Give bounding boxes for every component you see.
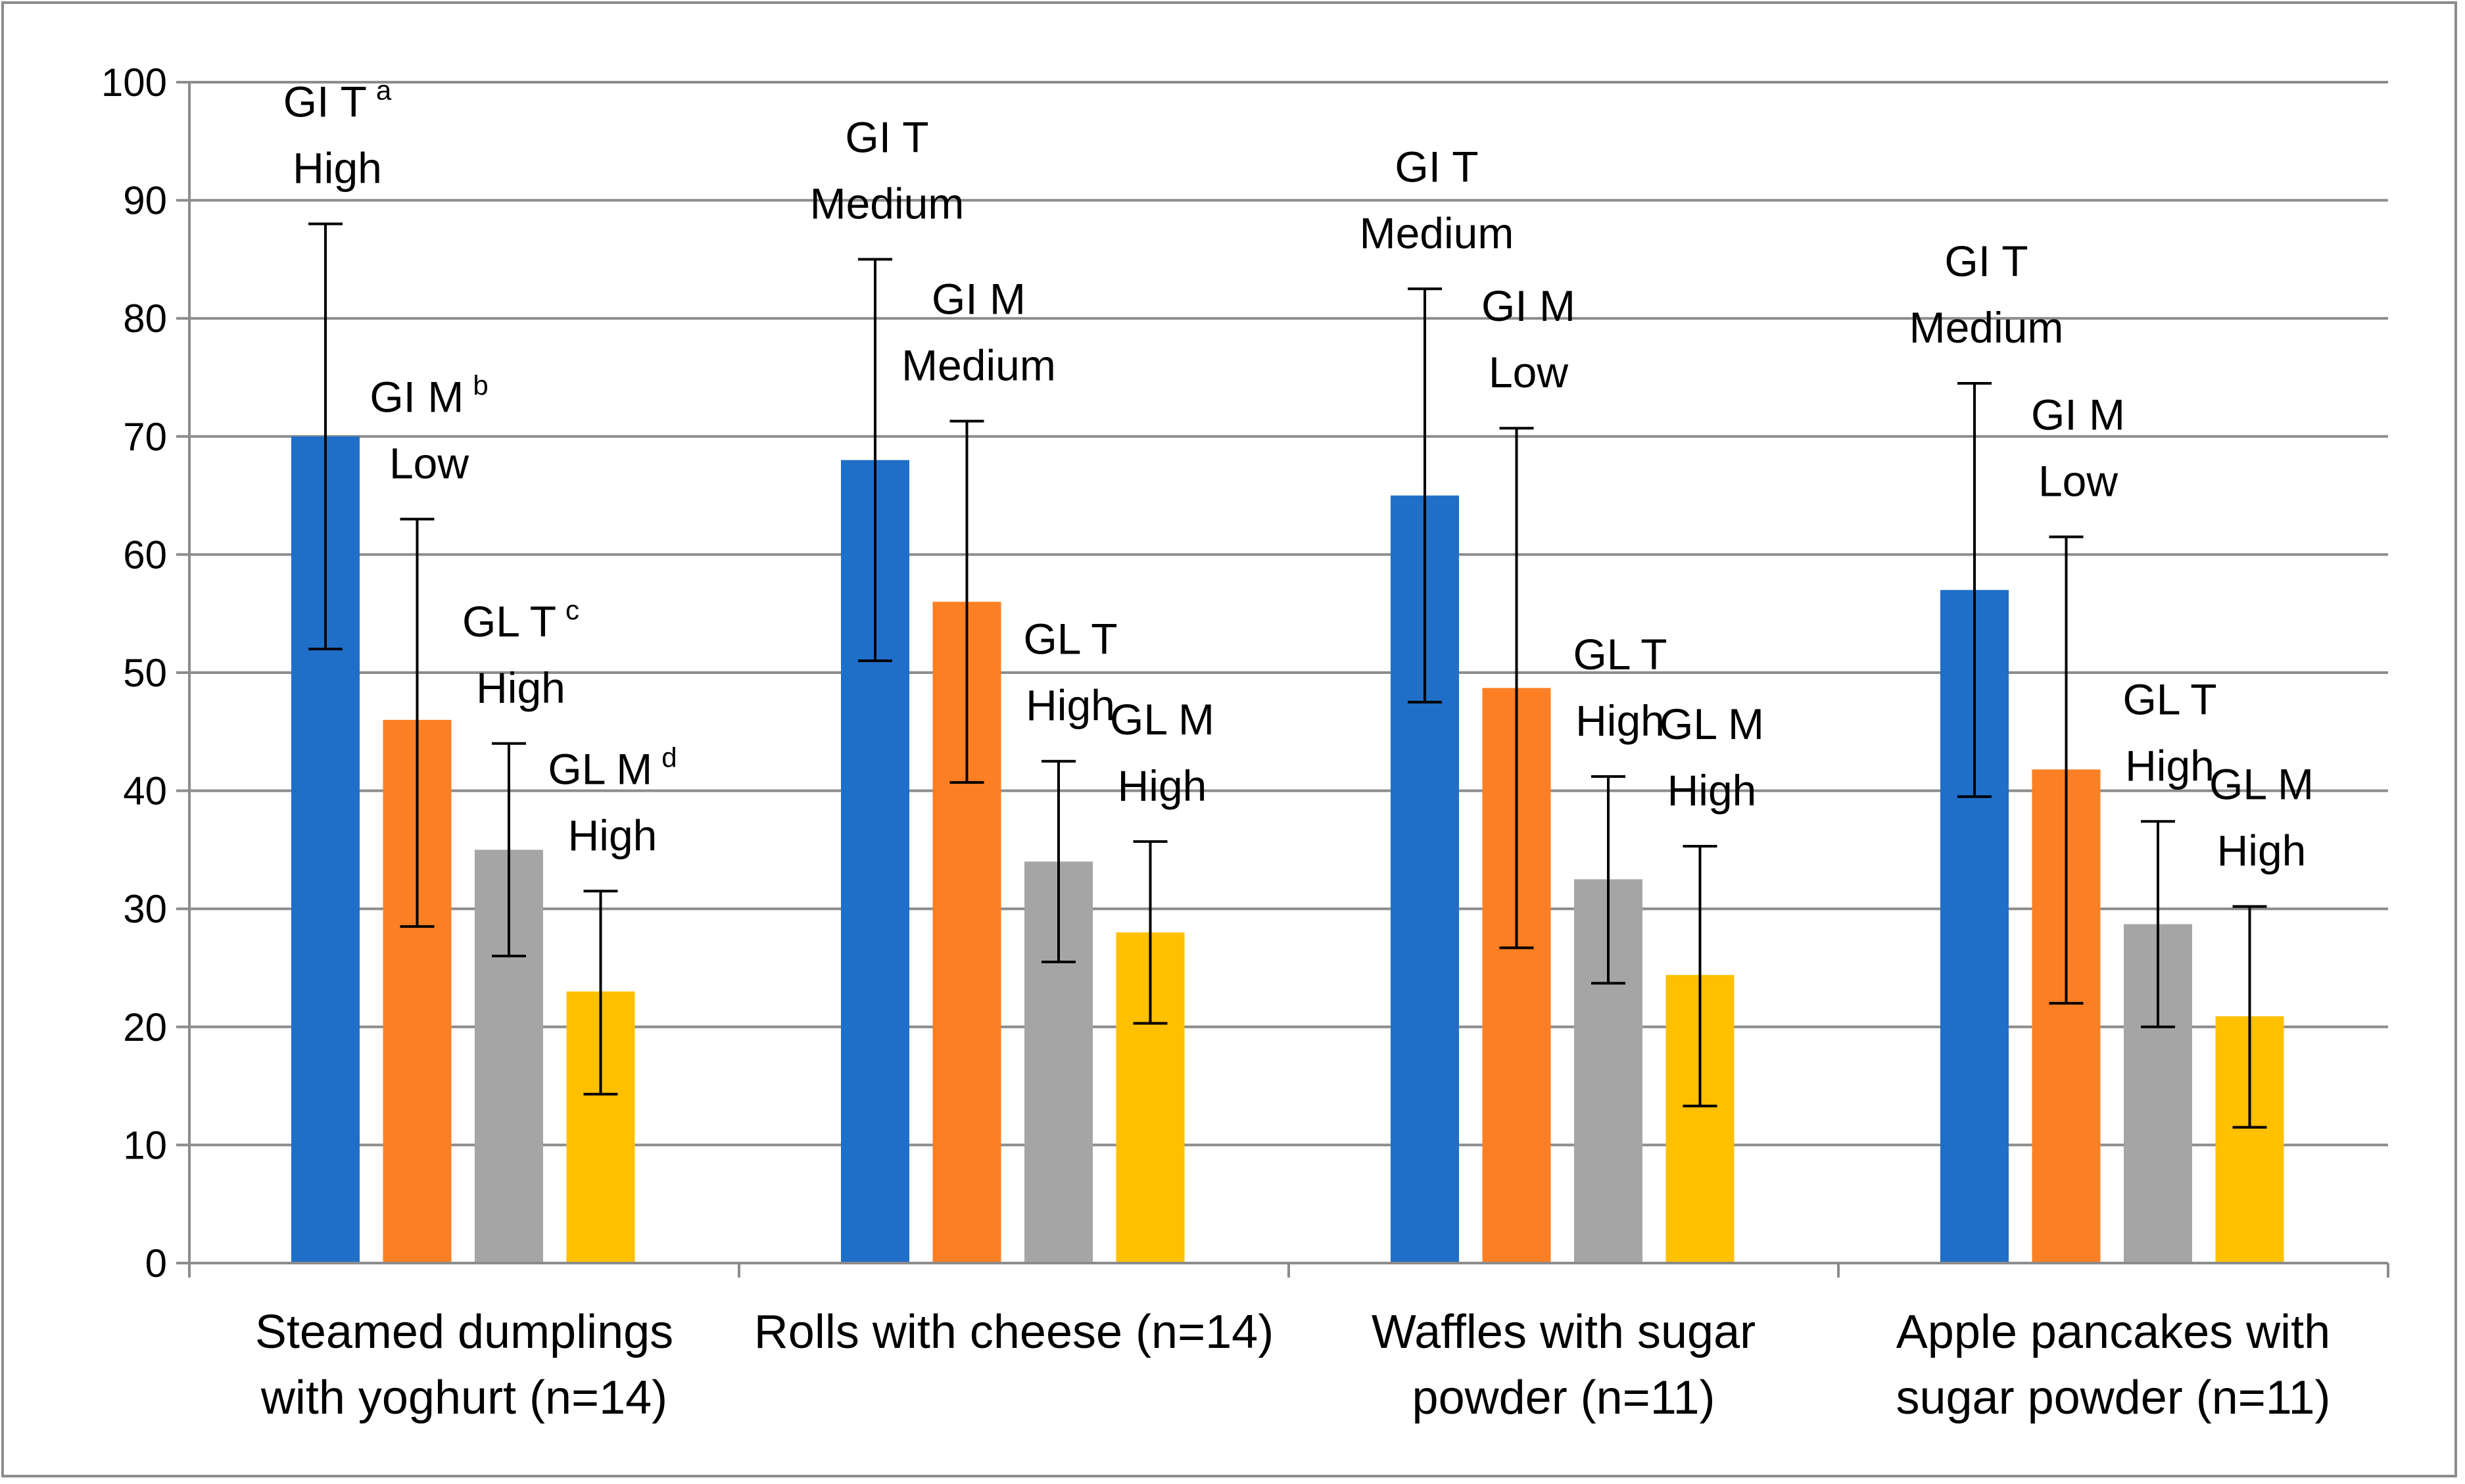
annotation-label-gi-m-1: GI M — [932, 274, 1026, 323]
category-label-2-line-0: Waffles with sugar — [1372, 1306, 1756, 1358]
annotation-level-gi-t-3: Medium — [1909, 303, 2064, 352]
annotation-label-gi-m-3: GI M — [2031, 390, 2125, 439]
annotation-label-gi-t-3: GI T — [1944, 237, 2028, 285]
annotation-label-gi-m-2: GI M — [1481, 281, 1575, 330]
annotation-level-gl-m-1: High — [1118, 761, 1207, 810]
annotation-level-gi-t-2: Medium — [1360, 208, 1514, 257]
error-bar-gi-m-3 — [2049, 535, 2084, 1005]
annotation-level-gl-m-3: High — [2217, 826, 2307, 875]
annotation-label-gl-m-2: GL M — [1660, 700, 1764, 748]
error-bar-gi-t-2 — [1408, 287, 1442, 704]
category-label-0-line-1: with yoghurt (n=14) — [260, 1372, 667, 1424]
category-label-2-line-1: powder (n=11) — [1412, 1372, 1715, 1424]
annotation-level-gl-m-0: High — [568, 811, 658, 859]
error-bars — [308, 222, 2267, 1129]
annotation-label-gl-t-1: GL T — [1023, 615, 1117, 663]
annotation-level-gi-t-1: Medium — [810, 179, 965, 227]
y-tick-label-70: 70 — [123, 415, 167, 459]
error-bar-gi-m-2 — [1499, 427, 1534, 949]
annotation-label-gl-m-1: GL M — [1110, 695, 1214, 744]
y-tick-label-10: 10 — [123, 1123, 167, 1167]
error-bar-gi-t-1 — [858, 258, 892, 663]
error-bar-gi-m-1 — [949, 419, 984, 784]
grid-lines — [189, 81, 2388, 1147]
axes — [176, 81, 2389, 1278]
error-bar-gl-m-1 — [1133, 840, 1168, 1025]
y-tick-label-80: 80 — [123, 297, 167, 341]
annotation-level-gl-t-1: High — [1026, 681, 1115, 730]
y-tick-label-0: 0 — [145, 1241, 167, 1285]
error-bar-gl-m-0 — [583, 890, 618, 1096]
error-bar-gl-t-3 — [2141, 820, 2175, 1028]
y-tick-label-40: 40 — [123, 769, 167, 813]
annotation-label-gl-t-2: GL T — [1573, 630, 1667, 679]
annotation-level-gi-m-3: Low — [2038, 456, 2118, 505]
category-label-1-line-0: Rolls with cheese (n=14) — [754, 1306, 1274, 1358]
annotation-level-gl-t-3: High — [2125, 741, 2214, 790]
error-bar-gl-m-3 — [2232, 905, 2267, 1129]
annotation-label-gl-t-3: GL T — [2122, 675, 2216, 723]
y-tick-label-90: 90 — [123, 179, 167, 223]
category-label-0-line-0: Steamed dumplings — [255, 1306, 673, 1358]
annotation-label-gi-t-1: GI T — [845, 112, 928, 161]
error-bar-gi-t-0 — [308, 222, 343, 651]
annotation-label-gi-t-2: GI T — [1395, 142, 1478, 191]
category-label-3-line-0: Apple pancakes with — [1896, 1306, 2330, 1358]
y-tick-label-100: 100 — [101, 60, 167, 105]
category-label-3-line-1: sugar powder (n=11) — [1896, 1372, 2330, 1424]
annotation-level-gl-m-2: High — [1667, 766, 1757, 815]
y-tick-label-20: 20 — [123, 1005, 167, 1049]
annotation-level-gi-m-2: Low — [1489, 348, 1568, 396]
y-tick-label-60: 60 — [123, 533, 167, 577]
annotation-level-gi-m-0: Low — [389, 439, 469, 488]
error-bar-gl-t-1 — [1041, 759, 1076, 964]
error-bar-gl-t-0 — [492, 742, 526, 958]
error-bar-gl-t-2 — [1591, 775, 1625, 985]
annotation-level-gl-t-0: High — [476, 663, 565, 712]
error-bar-gl-m-2 — [1683, 845, 1717, 1108]
annotation-level-gi-m-1: Medium — [901, 341, 1056, 389]
annotation-level-gi-t-0: High — [293, 144, 382, 193]
annotation-level-gl-t-2: High — [1575, 696, 1665, 745]
y-tick-label-30: 30 — [123, 887, 167, 931]
annotation-label-gl-m-3: GL M — [2209, 760, 2314, 809]
error-bar-gi-t-3 — [1957, 381, 1992, 798]
error-bar-gi-m-0 — [400, 517, 435, 928]
y-tick-label-50: 50 — [123, 651, 167, 695]
